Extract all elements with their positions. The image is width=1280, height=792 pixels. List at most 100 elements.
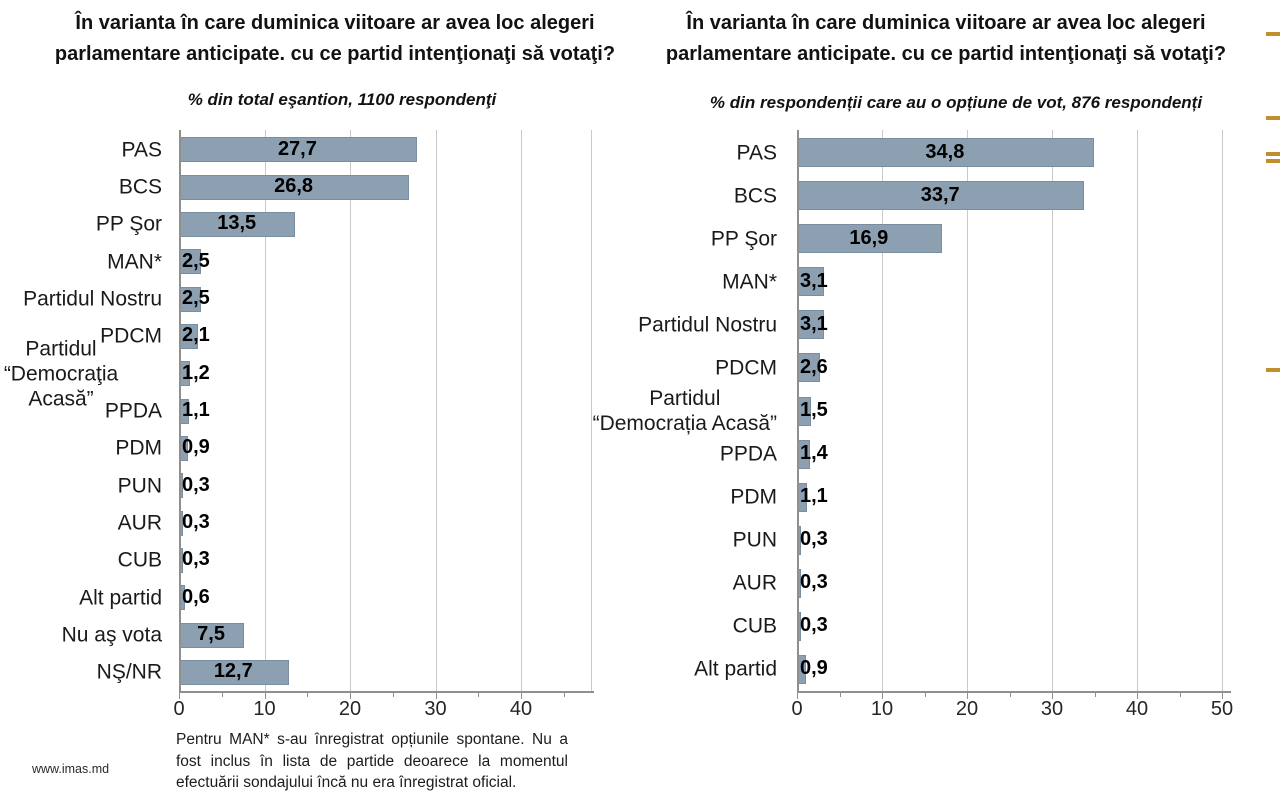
category-label: MAN* [107,250,162,274]
gridline [967,130,968,691]
category-label: BCS [118,175,162,199]
bar-value-label: 2,5 [182,249,210,272]
gold-dash-icon [1266,116,1280,120]
bar-value-label: 0,3 [182,548,210,571]
axis-tick-mark [924,693,926,697]
axis-tick-mark [435,693,437,699]
bar-value-label: 0,3 [800,571,828,594]
category-label: BCS [733,184,777,208]
category-label: Nu aş vota [61,623,162,647]
bar [180,659,289,685]
axis-tick-mark [1052,693,1053,699]
bar-value-label: 2,5 [182,287,210,310]
gold-dash-icon [1266,368,1280,372]
category-label: MAN* [722,270,777,294]
bar [180,211,296,237]
category-label: PAS [121,138,162,162]
category-label: Alt partid [694,657,777,681]
axis-tick-mark [1009,693,1011,697]
x-tick-label: 10 [870,698,894,720]
bar [798,138,1094,168]
x-tick-label: 0 [173,698,185,720]
bar-value-label: 3,1 [800,312,828,335]
category-label: PDM [730,485,777,509]
bar-value-label: 34,8 [925,140,965,163]
bar-value-label: 1,1 [182,399,210,422]
axis-tick-mark [797,693,798,699]
category-axis [179,130,181,693]
bar-value-label: 1,5 [800,399,828,422]
bar-value-label: 3,1 [800,269,828,292]
bar-value-label: 27,7 [277,137,317,160]
x-tick-label: 50 [1210,698,1234,720]
x-tick-label: 20 [338,698,362,720]
x-tick-label: 30 [424,698,447,720]
axis-tick-mark [882,693,883,699]
category-label: AUR [732,571,777,595]
axis-tick-mark [1179,693,1181,697]
bar-value-label: 0,3 [182,473,210,496]
axis-tick-mark [392,693,394,697]
axis-tick-mark [1137,693,1138,699]
category-label: PPDA [719,442,777,466]
category-label: PUN [732,528,777,552]
left-chart-subtitle: % din total eşantion, 1100 respondenţi [187,90,497,109]
bar-value-label: 2,1 [182,324,210,347]
bar [798,224,942,254]
category-label: Alt partid [79,586,162,610]
bar-value-label: 0,9 [182,436,210,459]
website-link: www.imas.md [32,762,110,776]
bar [180,622,245,648]
gold-dash-icon [1266,152,1280,156]
bar-value-label: 26,8 [274,175,314,198]
gridline [1137,130,1138,691]
category-label: PDCM [100,324,162,348]
axis-tick-mark [221,693,223,697]
bar-value-label: 16,9 [849,226,889,249]
bar-value-label: 12,7 [213,660,253,683]
category-label: CUB [117,548,162,572]
gold-dash-icon [1266,32,1280,36]
axis-tick-mark [967,693,968,699]
gridline [435,130,437,691]
category-label: PUN [117,474,162,498]
bar-value-label: 1,4 [800,442,828,465]
bar-value-label: 0,3 [182,511,210,534]
gridline [350,130,351,691]
x-tick-label: 0 [791,698,803,720]
gridline [521,130,522,691]
bar-value-label: 2,6 [800,355,828,378]
category-label: PDCM [715,356,777,380]
x-tick-label: 40 [1125,698,1149,720]
axis-tick-mark [1094,693,1096,697]
axis-tick-mark [478,693,480,697]
axis-tick-mark [264,693,266,699]
category-label: PP Şor [95,212,162,236]
axis-tick-mark [839,693,841,697]
value-axis [797,691,1231,693]
x-tick-label: 10 [253,698,276,720]
bar-value-label: 0,3 [800,614,828,637]
axis-tick-mark [563,693,565,697]
x-tick-label: 20 [955,698,979,720]
category-label: Partidul “Democrația Acasă” [592,387,777,435]
category-label: PAS [736,141,777,165]
gridline [264,130,266,691]
x-tick-label: 40 [509,698,533,720]
footnote-text: Pentru MAN* s-au înregistrat opțiunile s… [176,731,568,792]
bar-value-label: 33,7 [920,183,960,206]
bar-value-label: 1,2 [182,361,210,384]
bar-value-label: 0,9 [800,657,828,680]
gold-dash-icon [1266,159,1280,163]
gridline [1222,130,1223,691]
gridline [1052,130,1053,691]
bar-value-label: 7,5 [197,623,225,646]
category-label: AUR [117,511,162,535]
axis-tick-mark [521,693,522,699]
category-axis [797,130,799,693]
category-label: CUB [732,614,777,638]
bar-value-label: 1,1 [800,485,828,508]
left-chart-title: În varianta în care duminica viitoare ar… [54,12,616,65]
axis-tick-mark [179,693,180,699]
